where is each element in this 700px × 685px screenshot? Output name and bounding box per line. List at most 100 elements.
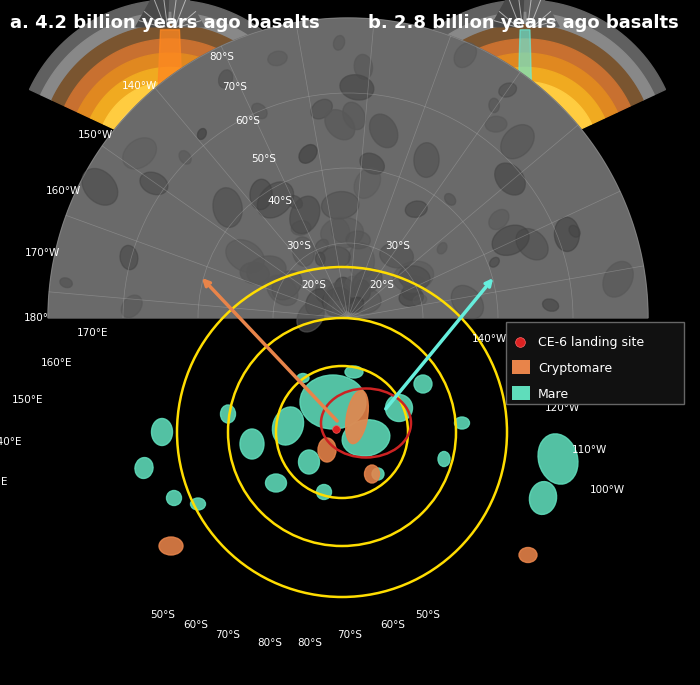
Polygon shape (90, 67, 249, 124)
Ellipse shape (489, 258, 499, 267)
Ellipse shape (500, 125, 534, 159)
Text: 140°E: 140°E (0, 437, 22, 447)
Ellipse shape (510, 142, 540, 186)
Text: 150°E: 150°E (11, 395, 43, 405)
Ellipse shape (438, 451, 450, 466)
Polygon shape (48, 18, 648, 318)
Text: 150°W: 150°W (78, 129, 113, 140)
Ellipse shape (268, 51, 287, 66)
Ellipse shape (297, 373, 309, 382)
Text: KREEP-rich: KREEP-rich (105, 186, 243, 206)
Text: 50°S: 50°S (416, 610, 440, 620)
Text: a. 4.2 billion years ago basalts: a. 4.2 billion years ago basalts (10, 14, 320, 32)
Text: 50°S: 50°S (150, 610, 176, 620)
Ellipse shape (331, 218, 350, 242)
Polygon shape (41, 12, 299, 100)
Ellipse shape (370, 114, 398, 148)
Ellipse shape (320, 247, 350, 269)
Ellipse shape (316, 484, 332, 499)
Ellipse shape (252, 103, 267, 119)
Text: 140°W: 140°W (122, 81, 157, 91)
Ellipse shape (151, 419, 172, 445)
Text: 70°S: 70°S (216, 630, 241, 640)
Ellipse shape (290, 196, 320, 234)
Polygon shape (136, 0, 170, 27)
Ellipse shape (213, 188, 242, 227)
Polygon shape (446, 67, 604, 124)
Ellipse shape (311, 99, 332, 119)
Text: 70°S: 70°S (337, 630, 363, 640)
Ellipse shape (288, 195, 302, 209)
Ellipse shape (529, 482, 557, 514)
Ellipse shape (316, 279, 332, 303)
Ellipse shape (346, 297, 364, 312)
Ellipse shape (121, 295, 142, 318)
Ellipse shape (485, 116, 507, 132)
Ellipse shape (519, 547, 537, 562)
Ellipse shape (444, 194, 456, 206)
Ellipse shape (372, 468, 384, 480)
Text: 160°E: 160°E (41, 358, 72, 368)
Ellipse shape (340, 75, 374, 100)
Text: CE-6 landing site: CE-6 landing site (538, 336, 644, 349)
Ellipse shape (492, 225, 529, 256)
Ellipse shape (386, 395, 412, 421)
Ellipse shape (438, 242, 447, 254)
Ellipse shape (272, 271, 302, 300)
Polygon shape (491, 0, 525, 27)
Ellipse shape (343, 102, 365, 129)
Polygon shape (65, 39, 275, 112)
Ellipse shape (140, 172, 168, 195)
Ellipse shape (299, 145, 317, 163)
Text: 140°W: 140°W (472, 334, 507, 344)
Ellipse shape (355, 279, 370, 301)
Ellipse shape (393, 261, 433, 292)
Ellipse shape (345, 366, 363, 378)
Polygon shape (154, 30, 186, 177)
Ellipse shape (489, 98, 499, 112)
Ellipse shape (220, 405, 235, 423)
Text: 50°S: 50°S (251, 154, 276, 164)
Text: b. 2.8 billion years ago basalts: b. 2.8 billion years ago basalts (368, 14, 679, 32)
Ellipse shape (354, 54, 372, 79)
Ellipse shape (60, 278, 72, 288)
Ellipse shape (293, 237, 314, 266)
Ellipse shape (603, 262, 634, 297)
Text: 170°E: 170°E (76, 328, 108, 338)
Text: 60°S: 60°S (183, 620, 209, 630)
Text: KREEP-poor: KREEP-poor (460, 186, 608, 206)
Ellipse shape (413, 295, 427, 305)
Ellipse shape (516, 144, 534, 175)
Ellipse shape (218, 70, 232, 88)
Polygon shape (29, 0, 311, 95)
Ellipse shape (554, 217, 580, 251)
Ellipse shape (250, 179, 272, 210)
Ellipse shape (179, 151, 191, 164)
Ellipse shape (360, 153, 384, 174)
Polygon shape (78, 53, 262, 118)
Ellipse shape (120, 245, 138, 270)
Ellipse shape (495, 163, 525, 195)
Ellipse shape (247, 256, 286, 286)
Ellipse shape (157, 151, 183, 205)
Ellipse shape (414, 142, 439, 177)
Ellipse shape (342, 420, 390, 456)
Ellipse shape (542, 299, 559, 311)
Ellipse shape (538, 434, 578, 484)
Text: 160°W: 160°W (46, 186, 80, 196)
Text: Cryptomare: Cryptomare (538, 362, 612, 375)
Polygon shape (458, 82, 592, 130)
Ellipse shape (403, 277, 424, 292)
Ellipse shape (405, 201, 427, 217)
FancyBboxPatch shape (506, 322, 684, 404)
Polygon shape (116, 96, 224, 136)
Ellipse shape (135, 458, 153, 478)
Ellipse shape (399, 288, 423, 306)
Ellipse shape (353, 269, 382, 294)
Text: 60°S: 60°S (381, 620, 405, 630)
Ellipse shape (398, 266, 430, 289)
Ellipse shape (321, 217, 363, 249)
Text: 30°S: 30°S (385, 240, 410, 251)
Ellipse shape (300, 375, 366, 429)
Text: Mare: Mare (538, 388, 569, 401)
